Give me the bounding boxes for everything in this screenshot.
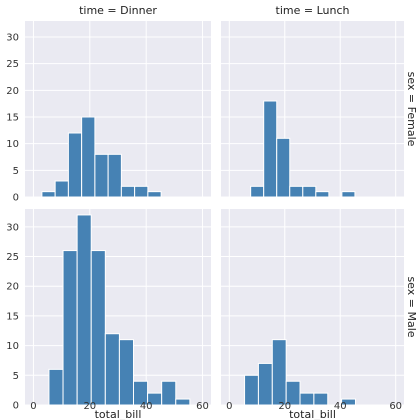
histogram-bar [271, 339, 287, 406]
x-axis-label: total_bill [95, 408, 142, 420]
histogram-bar [299, 392, 315, 406]
y-tick-label: 5 [13, 371, 19, 382]
histogram-bar [48, 368, 64, 406]
histogram-bar [341, 398, 356, 406]
y-tick-label: 30 [6, 33, 19, 44]
x-tick-label: 0 [226, 401, 232, 412]
panel-background [221, 209, 404, 405]
histogram-bar [90, 250, 106, 406]
row-title: sex = Female [405, 72, 418, 147]
histogram-bar [341, 191, 356, 198]
x-tick-label: 40 [334, 401, 347, 412]
histogram-bar [289, 185, 304, 198]
x-axis-label: total_bill [289, 408, 336, 420]
y-tick-label: 0 [13, 401, 19, 412]
histogram-bar [54, 180, 69, 198]
histogram-bar [175, 398, 191, 406]
histogram-bar [94, 153, 109, 198]
histogram-bar [250, 185, 265, 198]
histogram-bar [67, 132, 83, 198]
y-tick-label: 20 [6, 86, 19, 97]
y-tick-label: 10 [6, 139, 19, 150]
histogram-bar [313, 392, 329, 406]
y-tick-label: 10 [6, 341, 19, 352]
y-tick-label: 25 [6, 252, 19, 263]
row-title: sex = Male [405, 276, 418, 337]
histogram-bar [76, 214, 92, 406]
panel-background [221, 21, 404, 197]
histogram-bar [104, 333, 120, 406]
x-tick-label: 40 [140, 401, 153, 412]
histogram-bar [315, 191, 330, 198]
histogram-bar [134, 185, 149, 198]
histogram-bar [118, 339, 134, 406]
histogram-bar [81, 116, 96, 198]
y-tick-label: 30 [6, 222, 19, 233]
y-tick-label: 0 [13, 193, 19, 204]
y-tick-label: 25 [6, 59, 19, 70]
histogram-bar [257, 362, 273, 406]
histogram-bar [147, 191, 162, 198]
x-tick-label: 0 [30, 401, 36, 412]
histogram-bar [302, 185, 317, 198]
column-title: time = Dinner [79, 4, 157, 17]
x-tick-label: 20 [278, 401, 291, 412]
x-tick-label: 20 [83, 401, 96, 412]
y-tick-label: 5 [13, 166, 19, 177]
histogram-bar [263, 100, 278, 198]
x-tick-label: 60 [196, 401, 209, 412]
y-tick-label: 15 [6, 311, 19, 322]
histogram-bar [62, 250, 78, 406]
histogram-bar [120, 185, 136, 198]
y-tick-label: 15 [6, 113, 19, 124]
histogram-bar [244, 374, 259, 406]
histogram-bar [41, 191, 56, 198]
histogram-bar [276, 137, 291, 198]
y-tick-label: 20 [6, 282, 19, 293]
column-title: time = Lunch [276, 4, 350, 17]
histogram-bar [161, 380, 177, 406]
x-tick-label: 60 [389, 401, 402, 412]
histogram-bar [107, 153, 122, 198]
